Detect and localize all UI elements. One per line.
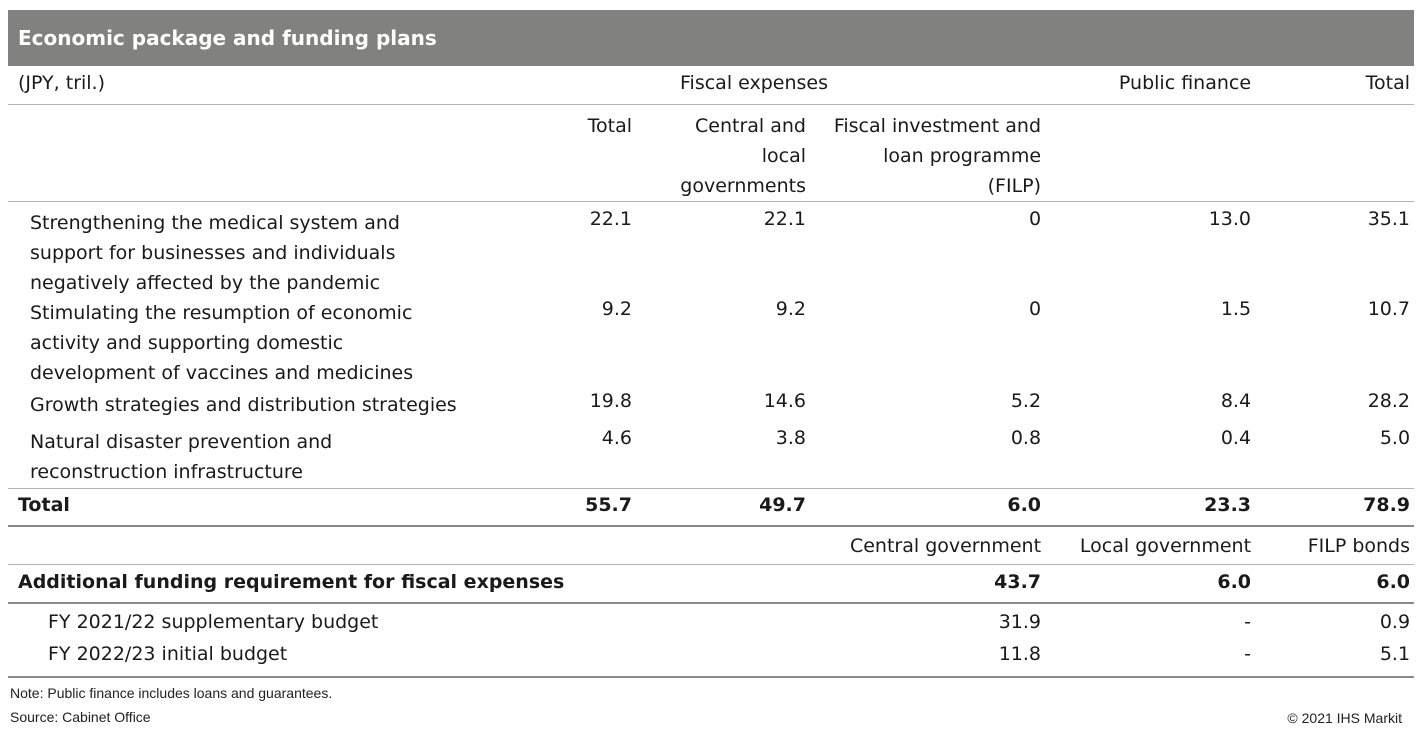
copyright: © 2021 IHS Markit xyxy=(1287,710,1402,726)
cell-total: 22.1 xyxy=(589,207,632,230)
filp-bonds-header: FILP bonds xyxy=(1255,525,1415,565)
row-label: Growth strategies and distribution strat… xyxy=(30,393,457,416)
header-row-main: (JPY, tril.) Fiscal expenses Public fina… xyxy=(8,66,1415,105)
header-row-sub: Total Central and local governments Fisc… xyxy=(8,104,1415,202)
cell-public-finance: 0.4 xyxy=(1045,426,1256,489)
funding-total-row: Additional funding requirement for fisca… xyxy=(8,564,1415,604)
cell-filp: 5.2 xyxy=(1010,389,1042,412)
cell-public-finance: 23.3 xyxy=(1045,488,1256,527)
cell-local: 6.0 xyxy=(1045,564,1256,604)
sub-total-header: Total xyxy=(463,104,636,202)
cell-total: 4.6 xyxy=(463,426,636,489)
cell-central-local: 3.8 xyxy=(636,426,810,489)
central-local-header: Central and local governments xyxy=(636,104,810,202)
cell-public-finance: 1.5 xyxy=(1220,297,1252,320)
footer-note: Note: Public finance includes loans and … xyxy=(10,685,333,701)
funding-header-row: Central government Local government FILP… xyxy=(8,525,1415,565)
cell-filp-bonds: 6.0 xyxy=(1255,564,1415,604)
table-figure: Economic package and funding plans (JPY,… xyxy=(8,10,1415,678)
funding-total-label: Additional funding requirement for fisca… xyxy=(8,564,810,604)
cell-grand-total: 10.7 xyxy=(1367,297,1411,320)
cell-grand-total: 78.9 xyxy=(1255,488,1415,527)
row-label: Strengthening the medical system and sup… xyxy=(30,211,400,294)
funding-row-label: FY 2021/22 supplementary budget xyxy=(48,610,379,633)
funding-row-label: FY 2022/23 initial budget xyxy=(8,638,810,678)
cell-filp: 0 xyxy=(1028,207,1042,230)
cell-central-local: 14.6 xyxy=(763,389,806,412)
cell-filp: 0 xyxy=(1028,297,1042,320)
table-row: Natural disaster prevention and reconstr… xyxy=(8,426,1415,489)
cell-local: - xyxy=(1244,610,1252,633)
cell-central-local: 22.1 xyxy=(763,207,806,230)
totals-row: Total 55.7 49.7 6.0 23.3 78.9 xyxy=(8,488,1415,527)
row-label: Natural disaster prevention and reconstr… xyxy=(8,426,463,489)
cell-central: 43.7 xyxy=(810,564,1046,604)
cell-central-local: 9.2 xyxy=(775,297,806,320)
footer-source: Source: Cabinet Office xyxy=(10,709,151,725)
totals-label: Total xyxy=(8,488,463,527)
funding-row: FY 2022/23 initial budget 11.8 - 5.1 xyxy=(8,638,1415,678)
cell-total: 9.2 xyxy=(601,297,632,320)
row-label: Stimulating the resumption of economic a… xyxy=(30,301,414,384)
cell-central: 11.8 xyxy=(810,638,1046,678)
cell-central: 31.9 xyxy=(998,610,1042,633)
cell-local: - xyxy=(1045,638,1256,678)
cell-grand-total: 5.0 xyxy=(1255,426,1415,489)
central-government-header: Central government xyxy=(810,525,1046,565)
cell-filp: 0.8 xyxy=(810,426,1046,489)
cell-total: 19.8 xyxy=(589,389,632,412)
table-row: Growth strategies and distribution strat… xyxy=(8,390,1414,427)
cell-filp-bonds: 5.1 xyxy=(1255,638,1415,678)
cell-filp: 6.0 xyxy=(810,488,1046,527)
total-header: Total xyxy=(1255,66,1415,105)
table-row: Strengthening the medical system and sup… xyxy=(8,201,1414,298)
cell-central-local: 49.7 xyxy=(636,488,810,527)
filp-header: Fiscal investment and loan programme (FI… xyxy=(810,104,1046,202)
cell-public-finance: 13.0 xyxy=(1208,207,1252,230)
cell-grand-total: 28.2 xyxy=(1367,389,1411,412)
cell-filp-bonds: 0.9 xyxy=(1379,610,1411,633)
data-table: (JPY, tril.) Fiscal expenses Public fina… xyxy=(8,66,1415,678)
public-finance-header: Public finance xyxy=(1045,66,1256,105)
fiscal-expenses-header: Fiscal expenses xyxy=(463,66,1046,105)
table-row: Stimulating the resumption of economic a… xyxy=(8,298,1414,390)
cell-grand-total: 35.1 xyxy=(1367,207,1411,230)
cell-total: 55.7 xyxy=(463,488,636,527)
funding-row: FY 2021/22 supplementary budget 31.9 - 0… xyxy=(8,603,1414,639)
table-title: Economic package and funding plans xyxy=(8,10,1414,66)
cell-public-finance: 8.4 xyxy=(1220,389,1252,412)
local-government-header: Local government xyxy=(1045,525,1256,565)
units-label: (JPY, tril.) xyxy=(8,66,463,105)
